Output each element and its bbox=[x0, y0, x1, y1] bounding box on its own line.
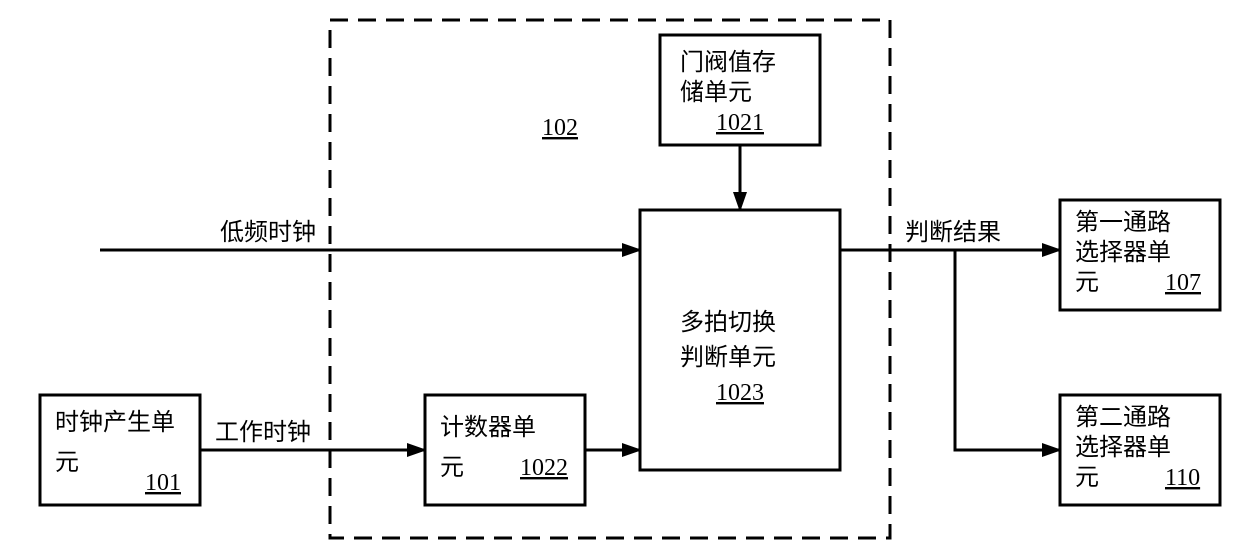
block-clock-generator-line2: 元 bbox=[55, 450, 79, 476]
block-clock-generator-ref: 101 bbox=[145, 470, 181, 496]
edge-result-to-sel2 bbox=[955, 250, 1060, 450]
block-threshold-line2: 储单元 bbox=[680, 79, 752, 106]
block-judge-line1: 多拍切换 bbox=[680, 309, 776, 336]
block-threshold-storage: 门阀值存 储单元 1021 bbox=[660, 35, 820, 145]
block-counter-ref: 1022 bbox=[520, 455, 568, 481]
block-clock-generator-line1: 时钟产生单 bbox=[55, 409, 175, 436]
block-counter-line1: 计数器单 bbox=[440, 414, 536, 441]
block-threshold-ref: 1021 bbox=[716, 110, 764, 136]
block-sel1-line3: 元 bbox=[1075, 270, 1099, 296]
edge-work-clock-label: 工作时钟 bbox=[215, 419, 311, 446]
block-judge-ref: 1023 bbox=[716, 380, 764, 406]
block-sel1-line2: 选择器单 bbox=[1075, 239, 1171, 266]
diagram-canvas: 102 低频时钟 工作时钟 判断结果 时钟产生单 元 101 门阀值存 储单元 … bbox=[0, 0, 1240, 556]
block-judge: 多拍切换 判断单元 1023 bbox=[640, 210, 840, 470]
module-102-ref: 102 bbox=[542, 115, 578, 141]
edge-result-label: 判断结果 bbox=[905, 219, 1001, 246]
block-sel2-line3: 元 bbox=[1075, 465, 1099, 491]
block-sel2-line2: 选择器单 bbox=[1075, 434, 1171, 461]
block-counter: 计数器单 元 1022 bbox=[425, 395, 585, 505]
block-sel2-ref: 110 bbox=[1165, 465, 1200, 491]
block-selector-1: 第一通路 选择器单 元 107 bbox=[1060, 200, 1220, 310]
edge-low-freq-label: 低频时钟 bbox=[220, 219, 316, 246]
block-sel1-line1: 第一通路 bbox=[1075, 209, 1171, 236]
block-clock-generator: 时钟产生单 元 101 bbox=[40, 395, 200, 505]
block-selector-2: 第二通路 选择器单 元 110 bbox=[1060, 395, 1220, 505]
block-sel2-line1: 第二通路 bbox=[1075, 404, 1171, 431]
block-sel1-ref: 107 bbox=[1165, 270, 1201, 296]
block-counter-line2: 元 bbox=[440, 455, 464, 481]
block-judge-line2: 判断单元 bbox=[680, 344, 776, 371]
block-threshold-line1: 门阀值存 bbox=[680, 49, 776, 76]
